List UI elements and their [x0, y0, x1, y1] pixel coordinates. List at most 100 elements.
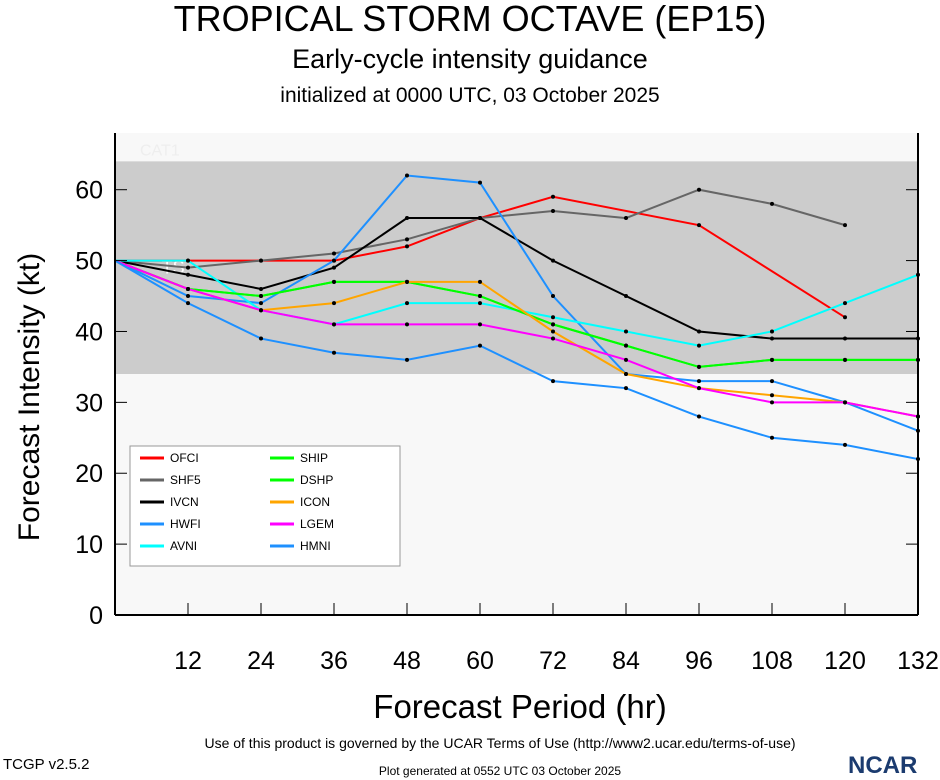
- data-point-lgem: [259, 308, 263, 313]
- data-point-lgem: [332, 322, 336, 327]
- y-tick-label: 60: [75, 177, 103, 205]
- version-label: TCGP v2.5.2: [3, 756, 90, 773]
- data-point-ivcn: [843, 336, 847, 341]
- x-tick-label: 108: [751, 647, 793, 675]
- data-point-shf5: [770, 201, 774, 206]
- data-point-lgem: [624, 357, 628, 362]
- data-point-ofci: [405, 244, 409, 249]
- data-point-hwfi: [697, 379, 701, 384]
- data-point-avni: [770, 329, 774, 334]
- data-point-ivcn: [551, 258, 555, 263]
- legend-label-ship: SHIP: [300, 451, 328, 465]
- data-point-hmni: [405, 357, 409, 362]
- y-tick-label: 30: [75, 389, 103, 417]
- legend-label-shf5: SHF5: [170, 473, 201, 487]
- data-point-ivcn: [332, 265, 336, 270]
- data-point-ivcn: [405, 216, 409, 221]
- chart-subtitle: Early-cycle intensity guidance: [292, 44, 648, 74]
- band-label: CAT1: [140, 142, 180, 159]
- data-point-avni: [478, 301, 482, 306]
- data-point-shf5: [332, 251, 336, 256]
- data-point-shf5: [259, 258, 263, 263]
- data-point-dshp: [624, 343, 628, 348]
- data-point-hwfi: [405, 173, 409, 178]
- y-tick-label: 40: [75, 318, 103, 346]
- data-point-ofci: [697, 223, 701, 228]
- data-point-ivcn: [186, 272, 190, 277]
- data-point-ofci: [843, 315, 847, 320]
- data-point-shf5: [843, 223, 847, 228]
- data-point-avni: [843, 301, 847, 306]
- ncar-logo: NCAR: [848, 752, 918, 779]
- data-point-ofci: [551, 194, 555, 199]
- data-point-hmni: [843, 442, 847, 447]
- chart-title: TROPICAL STORM OCTAVE (EP15): [173, 0, 767, 39]
- legend-label-icon: ICON: [300, 495, 330, 509]
- data-point-dshp: [478, 294, 482, 299]
- data-point-dshp: [551, 322, 555, 327]
- data-point-shf5: [405, 237, 409, 242]
- data-point-hmni: [186, 301, 190, 306]
- data-point-hmni: [624, 386, 628, 391]
- data-point-lgem: [551, 336, 555, 341]
- data-point-shf5: [624, 216, 628, 221]
- data-point-icon: [332, 301, 336, 306]
- x-tick-label: 36: [320, 647, 348, 675]
- y-tick-label: 50: [75, 248, 103, 276]
- data-point-hwfi: [332, 258, 336, 263]
- y-tick-label: 20: [75, 460, 103, 488]
- x-tick-label: 24: [247, 647, 275, 675]
- data-point-hwfi: [259, 301, 263, 306]
- data-point-ivcn: [478, 216, 482, 221]
- data-point-dshp: [843, 357, 847, 362]
- data-point-avni: [624, 329, 628, 334]
- data-point-ivcn: [770, 336, 774, 341]
- legend-box: [129, 445, 401, 567]
- x-tick-label: 96: [685, 647, 713, 675]
- x-tick-label: 60: [466, 647, 494, 675]
- data-point-lgem: [843, 400, 847, 405]
- data-point-lgem: [405, 322, 409, 327]
- legend-label-hwfi: HWFI: [170, 517, 201, 531]
- data-point-shf5: [551, 208, 555, 213]
- y-axis-label: Forecast Intensity (kt): [13, 252, 46, 542]
- data-point-hmni: [478, 343, 482, 348]
- data-point-icon: [624, 372, 628, 376]
- data-point-hwfi: [186, 294, 190, 299]
- x-tick-label: 72: [539, 647, 567, 675]
- data-point-avni: [697, 343, 701, 348]
- data-point-hmni: [332, 350, 336, 355]
- legend-label-dshp: DSHP: [300, 473, 333, 487]
- data-point-hmni: [697, 414, 701, 419]
- y-tick-label: 0: [89, 602, 103, 630]
- data-point-dshp: [770, 357, 774, 362]
- x-tick-label: 120: [824, 647, 866, 675]
- data-point-hmni: [259, 336, 263, 341]
- data-point-shf5: [697, 187, 701, 192]
- x-tick-label: 132: [897, 647, 939, 675]
- data-point-dshp: [697, 364, 701, 369]
- data-point-avni: [551, 315, 555, 320]
- generated-time: Plot generated at 0552 UTC 03 October 20…: [378, 764, 622, 778]
- data-point-avni: [405, 301, 409, 306]
- x-tick-label: 84: [612, 647, 640, 675]
- legend-label-ivcn: IVCN: [170, 495, 199, 509]
- y-tick-label: 10: [75, 531, 103, 559]
- x-axis-label: Forecast Period (hr): [373, 688, 667, 725]
- data-point-lgem: [186, 286, 190, 291]
- legend-label-hmni: HMNI: [300, 539, 331, 553]
- data-point-lgem: [770, 400, 774, 405]
- data-point-ivcn: [624, 294, 628, 299]
- data-point-icon: [770, 393, 774, 398]
- legend-label-avni: AVNI: [170, 539, 197, 553]
- data-point-hwfi: [770, 379, 774, 384]
- data-point-dshp: [259, 294, 263, 299]
- data-point-ivcn: [259, 286, 263, 291]
- data-point-hwfi: [478, 180, 482, 185]
- x-tick-label: 48: [393, 647, 421, 675]
- series-line-hmni: [114, 259, 919, 461]
- series-line-dshp: [114, 259, 918, 368]
- series-line-lgem: [114, 259, 919, 418]
